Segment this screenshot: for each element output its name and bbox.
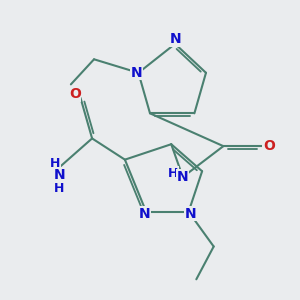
Text: N: N <box>53 168 65 182</box>
Text: H: H <box>54 182 64 195</box>
Text: N: N <box>177 170 189 184</box>
Text: O: O <box>263 139 275 153</box>
Text: H: H <box>50 157 61 170</box>
Text: O: O <box>69 87 81 101</box>
Text: H: H <box>168 167 178 180</box>
Text: N: N <box>131 66 142 80</box>
Text: N: N <box>185 207 196 221</box>
Text: N: N <box>138 207 150 221</box>
Text: N: N <box>169 32 181 46</box>
